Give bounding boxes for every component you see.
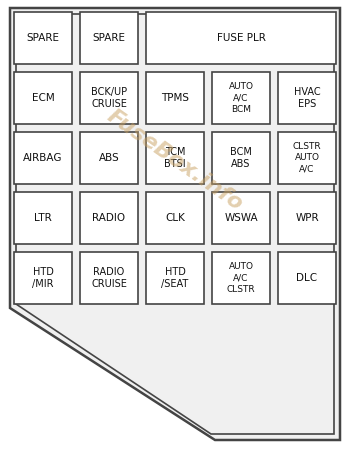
Polygon shape <box>10 8 340 440</box>
Text: TCM
BTSI: TCM BTSI <box>164 147 186 169</box>
Text: ECM: ECM <box>32 93 54 103</box>
Bar <box>14 72 72 124</box>
Text: DLC: DLC <box>296 273 317 283</box>
Bar <box>278 72 336 124</box>
Bar <box>14 12 72 64</box>
Text: CLSTR
AUTO
A/C: CLSTR AUTO A/C <box>293 143 321 174</box>
Bar <box>14 132 72 184</box>
Text: CLK: CLK <box>165 213 185 223</box>
Bar <box>80 72 138 124</box>
Bar <box>278 192 336 244</box>
Bar <box>80 252 138 304</box>
Text: FUSE PLR: FUSE PLR <box>217 33 265 43</box>
Bar <box>212 252 270 304</box>
Text: RADIO: RADIO <box>92 213 126 223</box>
Bar <box>278 132 336 184</box>
Bar <box>14 192 72 244</box>
Text: ABS: ABS <box>99 153 119 163</box>
Text: LTR: LTR <box>34 213 52 223</box>
Bar <box>146 192 204 244</box>
Bar <box>146 72 204 124</box>
Text: SPARE: SPARE <box>92 33 126 43</box>
Text: HVAC
EPS: HVAC EPS <box>294 87 320 109</box>
Text: AUTO
A/C
BCM: AUTO A/C BCM <box>229 83 253 114</box>
Bar <box>146 252 204 304</box>
Text: WPR: WPR <box>295 213 319 223</box>
Text: FuseBox.info: FuseBox.info <box>103 106 247 214</box>
Bar <box>146 12 336 64</box>
Bar <box>146 132 204 184</box>
Text: BCM
ABS: BCM ABS <box>230 147 252 169</box>
Text: HTD
/SEAT: HTD /SEAT <box>161 267 189 289</box>
Bar <box>80 132 138 184</box>
Bar <box>80 192 138 244</box>
Bar <box>212 132 270 184</box>
Text: AUTO
A/C
CLSTR: AUTO A/C CLSTR <box>227 262 255 294</box>
Text: TPMS: TPMS <box>161 93 189 103</box>
Text: BCK/UP
CRUISE: BCK/UP CRUISE <box>91 87 127 109</box>
Bar <box>80 12 138 64</box>
Text: WSWA: WSWA <box>224 213 258 223</box>
Bar <box>212 192 270 244</box>
Text: SPARE: SPARE <box>27 33 60 43</box>
Text: AIRBAG: AIRBAG <box>23 153 63 163</box>
Polygon shape <box>16 14 334 434</box>
Bar <box>278 252 336 304</box>
Text: HTD
/MIR: HTD /MIR <box>32 267 54 289</box>
Bar <box>212 72 270 124</box>
Text: RADIO
CRUISE: RADIO CRUISE <box>91 267 127 289</box>
Bar <box>14 252 72 304</box>
